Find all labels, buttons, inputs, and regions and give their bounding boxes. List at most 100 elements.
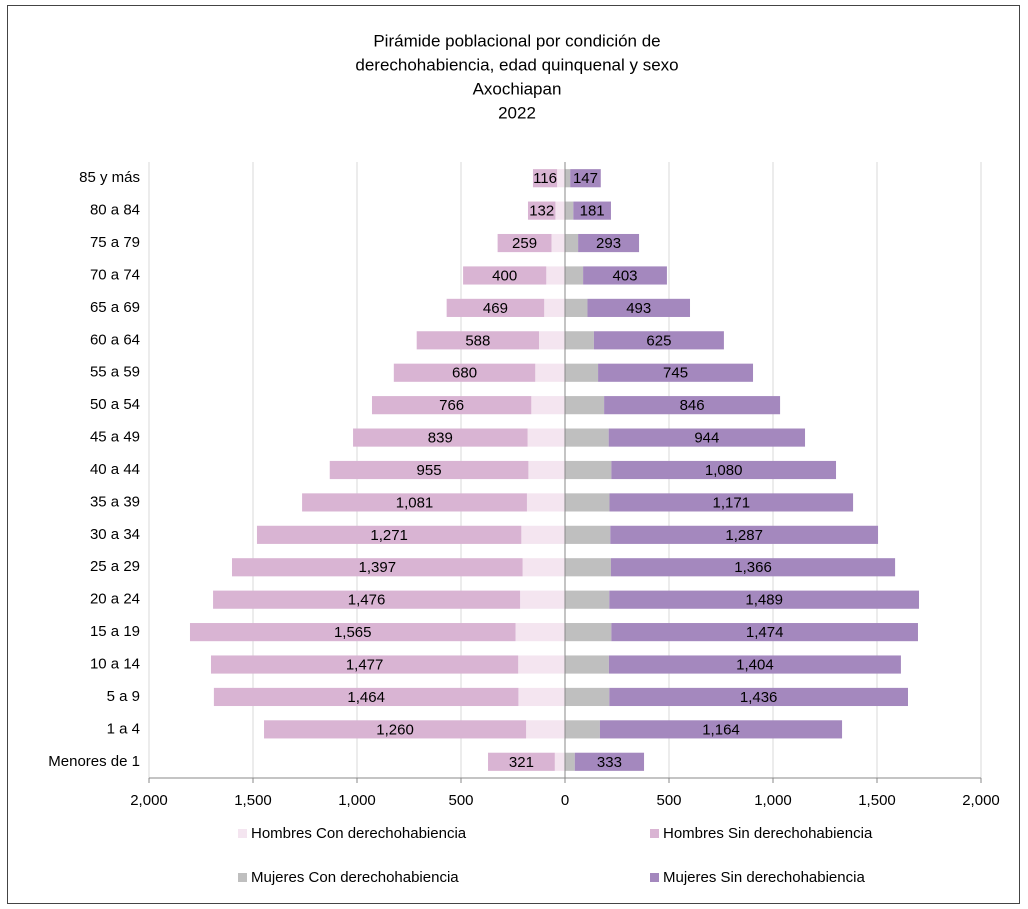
bar (213, 687, 519, 707)
bar (565, 655, 609, 674)
y-tick-label: 60 a 64 (90, 331, 140, 348)
data-label: 1,287 (725, 527, 763, 544)
chart-title: Pirámide poblacional por condición de (373, 31, 660, 50)
bar (565, 363, 599, 382)
bar (604, 396, 781, 415)
data-label: 839 (428, 430, 453, 447)
bar (565, 169, 571, 188)
bar (565, 558, 611, 577)
data-label: 1,397 (359, 559, 397, 576)
bar (551, 233, 565, 253)
bar (608, 655, 901, 674)
bar (565, 428, 609, 447)
data-label: 321 (509, 754, 534, 771)
bar (565, 201, 574, 220)
bar (608, 428, 806, 447)
x-tick-label: 1,500 (858, 792, 896, 809)
data-label: 1,489 (745, 592, 783, 609)
bar (565, 752, 575, 771)
x-tick-label: 0 (561, 792, 569, 809)
y-tick-label: 55 a 59 (90, 364, 140, 381)
data-label: 493 (626, 300, 651, 317)
legend-label: Hombres Con derechohabiencia (251, 825, 467, 842)
legend-label: Hombres Sin derechohabiencia (663, 825, 873, 842)
data-label: 181 (580, 203, 605, 220)
data-label: 588 (465, 332, 490, 349)
bar (578, 233, 640, 253)
x-tick-label: 500 (656, 792, 681, 809)
y-tick-label: 35 a 39 (90, 493, 140, 510)
legend-swatch (650, 829, 659, 838)
data-label: 1,464 (347, 689, 385, 706)
y-tick-label: 65 a 69 (90, 299, 140, 316)
data-label: 147 (573, 170, 598, 187)
x-tick-label: 500 (448, 792, 473, 809)
data-label: 403 (612, 267, 637, 284)
bar (521, 525, 565, 544)
data-label: 400 (492, 267, 517, 284)
bar (518, 655, 565, 674)
data-label: 1,436 (740, 689, 778, 706)
data-label: 1,080 (705, 462, 743, 479)
chart-subtitle: Axochiapan (473, 79, 562, 98)
bar (565, 460, 612, 480)
bar (573, 201, 611, 220)
legend-swatch (238, 829, 247, 838)
bar (446, 298, 545, 317)
y-tick-label: 20 a 24 (90, 591, 140, 608)
bar (565, 687, 610, 707)
y-tick-label: 5 a 9 (107, 688, 140, 705)
bar (565, 331, 594, 350)
data-label: 1,164 (702, 721, 740, 738)
x-tick-label: 2,000 (962, 792, 1000, 809)
bar (611, 623, 918, 642)
bar (526, 493, 565, 512)
bar (570, 169, 601, 188)
bar (256, 525, 522, 544)
data-label: 116 (533, 170, 557, 187)
data-label: 1,404 (736, 656, 774, 673)
data-label: 1,081 (396, 494, 434, 511)
y-tick-label: 45 a 49 (90, 429, 140, 446)
bar (539, 331, 565, 350)
bar (565, 623, 612, 642)
bar (565, 720, 600, 739)
bar (518, 687, 565, 707)
bar (609, 493, 854, 512)
chart-title: derechohabiencia, edad quinquenal y sexo (355, 55, 678, 74)
y-tick-label: 85 y más (79, 169, 140, 186)
bar (528, 460, 565, 480)
bar (264, 720, 527, 739)
bar (497, 233, 552, 253)
bar (565, 493, 610, 512)
x-tick-label: 1,500 (234, 792, 272, 809)
data-label: 625 (646, 332, 671, 349)
data-label: 1,476 (348, 592, 386, 609)
data-label: 745 (663, 365, 688, 382)
bar (565, 590, 610, 609)
legend-label: Mujeres Sin derechohabiencia (663, 869, 865, 886)
y-tick-label: 75 a 79 (90, 234, 140, 251)
y-tick-label: 1 a 4 (107, 720, 140, 737)
bar (329, 460, 529, 480)
legend-swatch (650, 873, 659, 882)
bar (522, 558, 565, 577)
bar (213, 590, 521, 609)
y-tick-label: 30 a 34 (90, 526, 140, 543)
y-tick-label: Menores de 1 (48, 753, 140, 770)
data-label: 1,477 (346, 656, 384, 673)
bar (515, 623, 565, 642)
bar (302, 493, 527, 512)
bar (353, 428, 528, 447)
bar (565, 233, 579, 253)
bar (574, 752, 645, 771)
bar (583, 266, 667, 285)
data-label: 680 (452, 365, 477, 382)
data-label: 944 (694, 430, 719, 447)
bar (593, 331, 724, 350)
x-tick-label: 2,000 (130, 792, 168, 809)
bar (587, 298, 691, 317)
bar (535, 363, 565, 382)
bar (393, 363, 536, 382)
